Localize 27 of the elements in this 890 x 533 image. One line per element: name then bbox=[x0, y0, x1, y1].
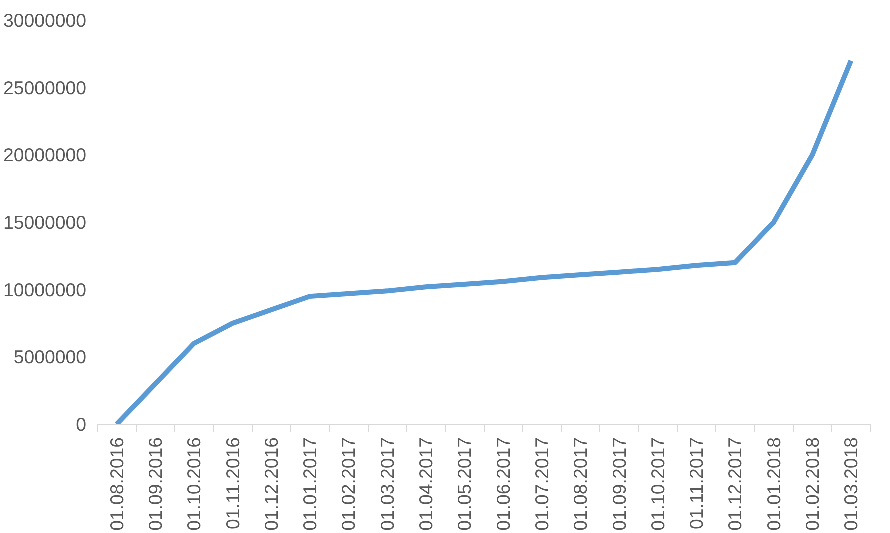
x-tick-label: 01.08.2016 bbox=[106, 437, 128, 531]
x-tick-label: 01.02.2017 bbox=[338, 437, 360, 531]
y-tick-label: 15000000 bbox=[3, 212, 87, 233]
x-tick-label: 01.08.2017 bbox=[570, 437, 592, 531]
x-tick-label: 01.03.2018 bbox=[840, 437, 862, 531]
x-tick-label: 01.05.2017 bbox=[454, 437, 476, 531]
x-tick-label: 01.06.2017 bbox=[492, 437, 514, 531]
y-tick-label: 10000000 bbox=[3, 279, 87, 300]
x-tick-label: 01.11.2017 bbox=[686, 437, 708, 530]
x-tick-label: 01.10.2016 bbox=[184, 437, 205, 531]
y-tick-label: 5000000 bbox=[14, 346, 87, 368]
x-tick-label: 01.03.2017 bbox=[376, 437, 398, 531]
x-tick-label: 01.09.2016 bbox=[144, 437, 166, 531]
x-tick-label: 01.12.2016 bbox=[260, 437, 282, 531]
y-tick-label: 20000000 bbox=[3, 144, 87, 166]
x-tick-label: 01.07.2017 bbox=[531, 437, 552, 531]
x-tick-label: 01.10.2017 bbox=[647, 437, 668, 531]
y-tick-label: 25000000 bbox=[3, 77, 87, 98]
x-tick-label: 01.02.2018 bbox=[802, 437, 824, 531]
x-tick-label: 01.09.2017 bbox=[608, 437, 630, 531]
x-tick-label: 01.01.2017 bbox=[300, 437, 321, 531]
y-tick-label: 0 bbox=[76, 414, 87, 435]
x-tick-label: 01.01.2018 bbox=[763, 437, 784, 531]
x-tick-label: 01.12.2017 bbox=[724, 437, 746, 531]
x-tick-label: 01.04.2017 bbox=[416, 437, 437, 531]
x-tick-label: 01.11.2016 bbox=[222, 437, 244, 530]
y-tick-label: 30000000 bbox=[3, 10, 87, 31]
